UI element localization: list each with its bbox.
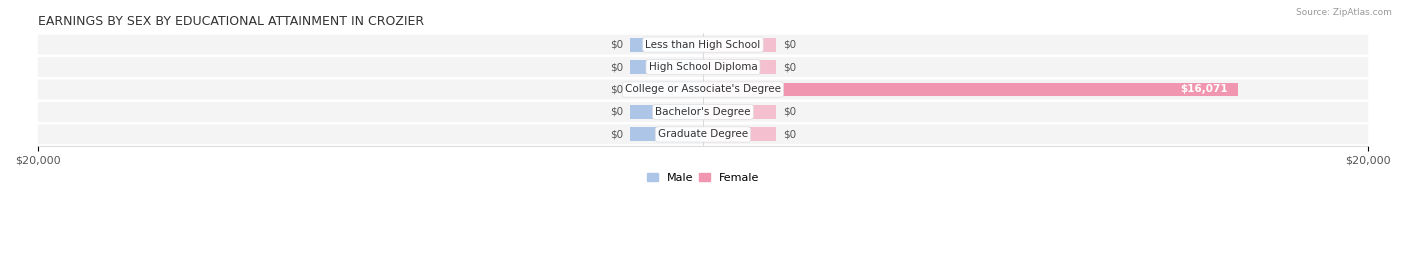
Text: $0: $0: [783, 62, 796, 72]
Bar: [630, 83, 703, 97]
Bar: [703, 60, 776, 74]
Text: $0: $0: [610, 62, 623, 72]
Text: $0: $0: [610, 84, 623, 94]
Text: EARNINGS BY SEX BY EDUCATIONAL ATTAINMENT IN CROZIER: EARNINGS BY SEX BY EDUCATIONAL ATTAINMEN…: [38, 15, 425, 28]
FancyBboxPatch shape: [38, 125, 1368, 144]
FancyBboxPatch shape: [38, 35, 1368, 54]
Text: Source: ZipAtlas.com: Source: ZipAtlas.com: [1296, 8, 1392, 17]
Bar: [630, 38, 703, 52]
Text: $0: $0: [610, 129, 623, 139]
Bar: [703, 105, 776, 119]
Text: $0: $0: [783, 40, 796, 49]
Text: $0: $0: [610, 107, 623, 117]
Text: College or Associate's Degree: College or Associate's Degree: [626, 84, 780, 94]
Text: Less than High School: Less than High School: [645, 40, 761, 49]
Bar: [630, 105, 703, 119]
FancyBboxPatch shape: [38, 102, 1368, 122]
Bar: [630, 60, 703, 74]
Text: High School Diploma: High School Diploma: [648, 62, 758, 72]
Text: $0: $0: [783, 107, 796, 117]
FancyBboxPatch shape: [38, 80, 1368, 99]
Text: Bachelor's Degree: Bachelor's Degree: [655, 107, 751, 117]
FancyBboxPatch shape: [38, 57, 1368, 77]
Text: $0: $0: [610, 40, 623, 49]
Text: $0: $0: [783, 129, 796, 139]
Text: Graduate Degree: Graduate Degree: [658, 129, 748, 139]
Legend: Male, Female: Male, Female: [643, 168, 763, 187]
Bar: [703, 38, 776, 52]
Bar: [703, 83, 1237, 97]
Text: $16,071: $16,071: [1180, 84, 1227, 94]
Bar: [703, 128, 776, 141]
Bar: [630, 128, 703, 141]
